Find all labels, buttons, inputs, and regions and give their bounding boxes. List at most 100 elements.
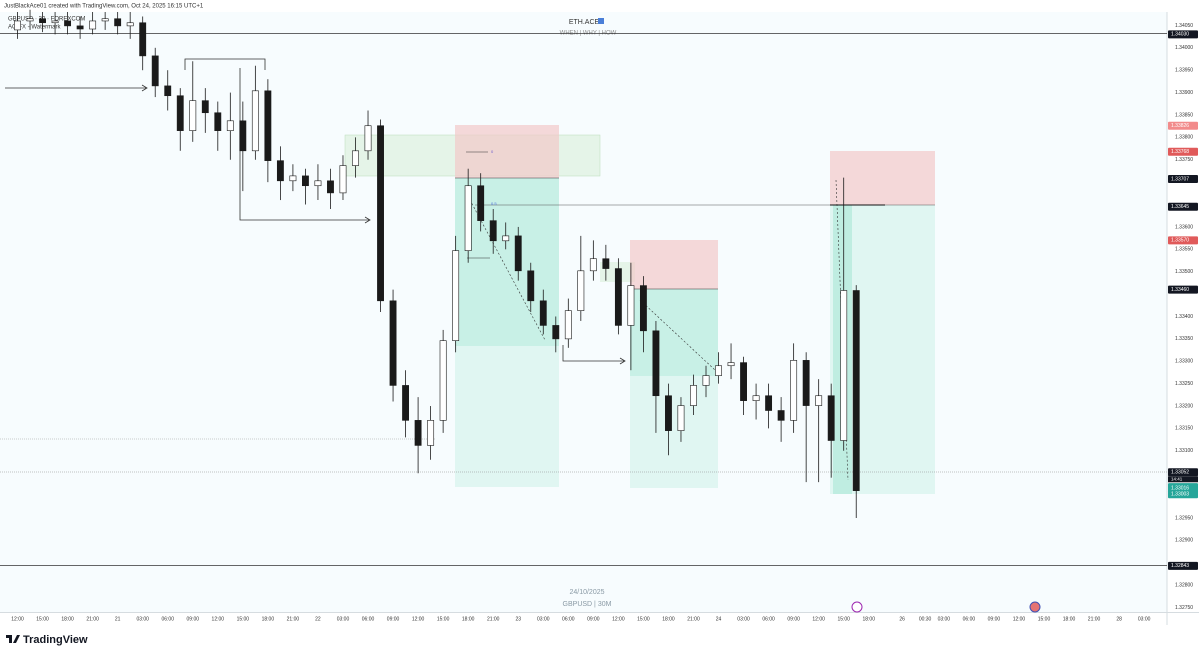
- candle-body: [827, 395, 835, 441]
- candle-body: [402, 385, 410, 421]
- candle-body: [176, 95, 184, 131]
- countdown-bg: [1168, 476, 1198, 483]
- candle-body: [439, 340, 447, 421]
- x-tick-label: 28: [1116, 616, 1122, 622]
- y-tick-label: 1.33950: [1175, 68, 1193, 74]
- x-tick-label: 03:00: [537, 616, 550, 622]
- watermark-symbol: GBPUSD | 30M: [563, 601, 612, 608]
- candle-body: [239, 120, 247, 152]
- price-label-bg: [1168, 490, 1198, 499]
- y-tick-label: 1.33150: [1175, 426, 1193, 432]
- price-label-bg: [1168, 202, 1198, 211]
- x-tick-label: 21:00: [687, 616, 700, 622]
- x-tick-label: 15:00: [637, 616, 650, 622]
- price-label: 1.34030: [1171, 32, 1189, 38]
- price-label: 1.33826: [1171, 123, 1189, 129]
- x-tick-label: 21: [115, 616, 121, 622]
- price-label: 1.33768: [1171, 149, 1189, 155]
- candle-body: [427, 420, 435, 446]
- candle-body: [802, 360, 810, 406]
- candle-body: [76, 25, 84, 30]
- bracket: [184, 58, 266, 70]
- x-tick-label: 18:00: [262, 616, 275, 622]
- y-tick-label: 1.33600: [1175, 224, 1193, 230]
- price-label: 1.33003: [1171, 492, 1189, 498]
- x-tick-label: 03:00: [136, 616, 149, 622]
- x-tick-label: 21:00: [86, 616, 99, 622]
- countdown: 14:41: [1171, 476, 1183, 481]
- attribution: JustBlackAce01 created with TradingView.…: [4, 4, 204, 10]
- y-tick-label: 1.33350: [1175, 336, 1193, 342]
- x-tick-label: 12:00: [1013, 616, 1026, 622]
- candle-body: [614, 268, 622, 326]
- candle-body: [552, 325, 560, 340]
- candle-body: [677, 405, 685, 431]
- fib-line: [466, 151, 490, 259]
- candle-body: [64, 20, 72, 27]
- x-tick-label: 09:00: [787, 616, 800, 622]
- x-tick-label: 06:00: [362, 616, 375, 622]
- x-tick-label: 09:00: [387, 616, 400, 622]
- x-tick-label: 06:00: [963, 616, 976, 622]
- candle-body: [139, 22, 147, 57]
- price-label-bg: [1168, 468, 1198, 477]
- x-tick-label: 18:00: [61, 616, 74, 622]
- price-label: 1.33645: [1171, 204, 1189, 210]
- x-tick-label: 06:00: [762, 616, 775, 622]
- candle-body: [589, 258, 597, 272]
- chart-pane: [0, 12, 1167, 612]
- y-tick-label: 1.33500: [1175, 269, 1193, 275]
- y-tick-label: 1.34000: [1175, 45, 1193, 51]
- price-label-bg: [1168, 121, 1198, 130]
- candle-body: [765, 395, 773, 411]
- candle-body: [201, 100, 209, 114]
- price-label: 1.33016: [1171, 486, 1189, 492]
- x-tick-label: 03:00: [737, 616, 750, 622]
- watermark-date: 24/10/2025: [569, 589, 604, 596]
- candle-body: [815, 395, 823, 406]
- candle-body: [539, 300, 547, 326]
- x-tick-label: 09:00: [988, 616, 1001, 622]
- candle-body: [39, 18, 46, 24]
- candle-body: [26, 18, 34, 22]
- candle-body: [377, 125, 384, 302]
- candle-body: [164, 85, 172, 97]
- event-icon[interactable]: [1029, 601, 1041, 613]
- x-tick-label: 15:00: [1038, 616, 1051, 622]
- fib-label: 0: [491, 149, 494, 154]
- x-tick-label: 15:00: [437, 616, 450, 622]
- y-tick-label: 1.33900: [1175, 90, 1193, 96]
- x-tick-label: 12:00: [812, 616, 825, 622]
- candle-body: [715, 365, 722, 376]
- candle-body: [514, 235, 522, 272]
- candle-body: [276, 160, 284, 182]
- candle-body: [226, 120, 234, 131]
- event-icon[interactable]: [851, 601, 863, 613]
- x-tick-label: 06:00: [161, 616, 174, 622]
- arrow: [562, 345, 626, 365]
- target-zone-ext: [455, 346, 559, 487]
- price-label-bg: [1168, 285, 1198, 294]
- y-tick-label: 1.33800: [1175, 135, 1193, 141]
- y-tick-label: 1.33750: [1175, 157, 1193, 163]
- x-tick-label: 03:00: [1138, 616, 1151, 622]
- candle-body: [51, 20, 59, 24]
- x-tick-label: 24: [716, 616, 722, 622]
- x-tick-label: 21:00: [1088, 616, 1101, 622]
- candle-body: [464, 185, 472, 251]
- candles: [14, 9, 860, 518]
- arrow: [239, 68, 371, 224]
- stop-zone: [830, 151, 935, 205]
- candle-body: [752, 395, 760, 401]
- price-label: 1.33707: [1171, 176, 1189, 182]
- x-tick-label: 23: [515, 616, 521, 622]
- price-label: 1.32843: [1171, 563, 1189, 569]
- x-tick-label: 12:00: [612, 616, 625, 622]
- icon: [598, 18, 604, 24]
- y-tick-label: 1.32800: [1175, 582, 1193, 588]
- candle-body: [364, 125, 372, 152]
- candle-body: [702, 375, 710, 386]
- x-tick-label: 18:00: [462, 616, 475, 622]
- x-tick-label: 15:00: [237, 616, 250, 622]
- candle-body: [602, 258, 610, 269]
